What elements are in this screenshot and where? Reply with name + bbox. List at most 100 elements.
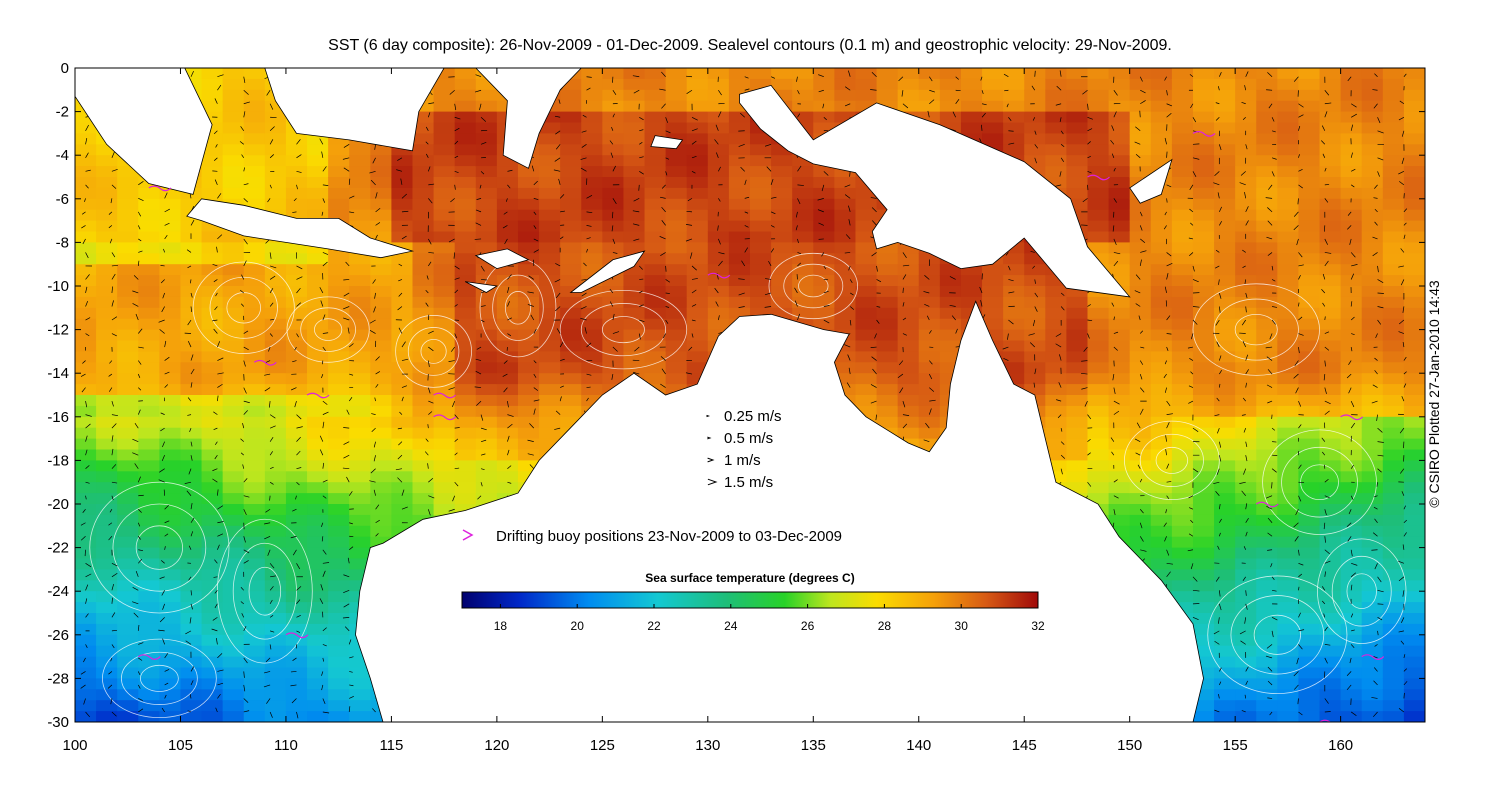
sst-cell: [180, 395, 203, 407]
sst-cell: [370, 405, 393, 418]
velocity-arrow: [347, 327, 350, 334]
sst-cell: [1087, 111, 1110, 124]
sst-cell: [222, 89, 245, 102]
velocity-arrow: [448, 360, 455, 362]
sst-cell: [264, 656, 287, 669]
sst-cell: [454, 471, 477, 483]
sst-cell: [1108, 166, 1131, 178]
sst-cell: [1214, 656, 1236, 669]
sst-cell: [1277, 307, 1300, 320]
sst-cell: [475, 144, 498, 156]
sst-cell: [496, 362, 519, 374]
sst-cell: [370, 166, 393, 178]
velocity-arrow: [85, 300, 89, 307]
sst-cell: [117, 580, 139, 592]
sst-cell: [264, 296, 287, 309]
sst-cell: [792, 155, 814, 167]
sst-cell: [138, 580, 160, 592]
sst-cell: [1129, 89, 1152, 102]
sst-cell: [623, 78, 646, 91]
velocity-arrow: [111, 572, 118, 578]
sealevel-contour: [1139, 433, 1204, 487]
sst-cell: [391, 384, 414, 396]
velocity-arrow: [85, 169, 91, 172]
velocity-arrow: [296, 563, 301, 570]
sst-cell: [897, 307, 920, 320]
sst-cell: [412, 275, 435, 287]
sst-cell: [117, 384, 139, 396]
sst-cell: [1192, 547, 1215, 560]
sst-cell: [1340, 264, 1363, 276]
sst-cell: [1108, 264, 1131, 276]
velocity-arrow: [267, 549, 271, 556]
sst-cell: [918, 384, 941, 396]
sst-cell: [243, 613, 266, 625]
sst-cell: [1192, 395, 1215, 407]
sst-cell: [918, 405, 941, 418]
velocity-arrow: [348, 343, 354, 348]
sst-cell: [180, 580, 203, 592]
sst-cell: [1235, 177, 1257, 189]
velocity-arrow: [132, 601, 139, 605]
sst-cell: [391, 471, 414, 483]
velocity-arrow: [292, 360, 297, 363]
velocity-arrow: [82, 238, 86, 245]
sst-cell: [1298, 351, 1321, 363]
velocity-arrow: [296, 615, 301, 618]
sst-cell: [1171, 329, 1194, 342]
sst-cell: [222, 569, 245, 581]
sst-cell: [1171, 514, 1194, 527]
velocity-arrow: [138, 549, 144, 552]
sst-cell: [307, 569, 329, 581]
sst-cell: [1108, 427, 1131, 440]
velocity-arrow: [375, 371, 381, 375]
sst-cell: [349, 471, 371, 483]
sst-cell: [1403, 634, 1425, 647]
sst-cell: [728, 177, 751, 189]
velocity-arrow: [375, 504, 380, 510]
velocity-arrow: [111, 273, 116, 280]
velocity-arrow: [425, 141, 429, 145]
velocity-arrow: [428, 495, 435, 499]
sst-cell: [1340, 482, 1363, 494]
sst-cell: [454, 68, 477, 80]
velocity-arrow: [109, 509, 113, 513]
sst-cell: [517, 438, 540, 451]
sst-cell: [602, 231, 625, 243]
sst-cell: [686, 100, 709, 113]
sst-cell: [1277, 144, 1300, 156]
sst-cell: [391, 220, 414, 233]
sst-cell: [1298, 689, 1321, 701]
velocity-arrow: [160, 279, 165, 284]
sst-cell: [243, 623, 266, 636]
sst-cell: [517, 209, 540, 222]
sst-cell: [1108, 525, 1131, 538]
sst-cell: [391, 427, 414, 440]
sst-cell: [1403, 514, 1425, 527]
sst-cell: [1024, 144, 1046, 156]
velocity-arrow: [296, 276, 303, 280]
sst-cell: [1214, 569, 1236, 581]
sst-cell: [1340, 602, 1363, 614]
sst-cell: [1129, 133, 1152, 145]
sst-cell: [1340, 198, 1363, 211]
sst-cell: [1277, 656, 1300, 669]
sst-cell: [222, 689, 245, 701]
sst-cell: [1361, 100, 1384, 113]
sst-cell: [243, 645, 266, 658]
sst-cell: [138, 275, 160, 287]
sst-cell: [1214, 613, 1236, 625]
velocity-arrow: [243, 346, 249, 351]
sst-cell: [307, 253, 329, 265]
sst-cell: [454, 187, 477, 200]
velocity-arrow: [269, 711, 273, 718]
sst-cell: [243, 111, 266, 124]
sst-cell: [328, 144, 350, 156]
velocity-arrow: [161, 590, 165, 596]
sst-cell: [243, 329, 266, 342]
velocity-arrow: [290, 684, 297, 687]
sst-cell: [222, 395, 245, 407]
sst-cell: [264, 471, 287, 483]
sst-cell: [560, 209, 582, 222]
sst-cell: [243, 340, 266, 352]
